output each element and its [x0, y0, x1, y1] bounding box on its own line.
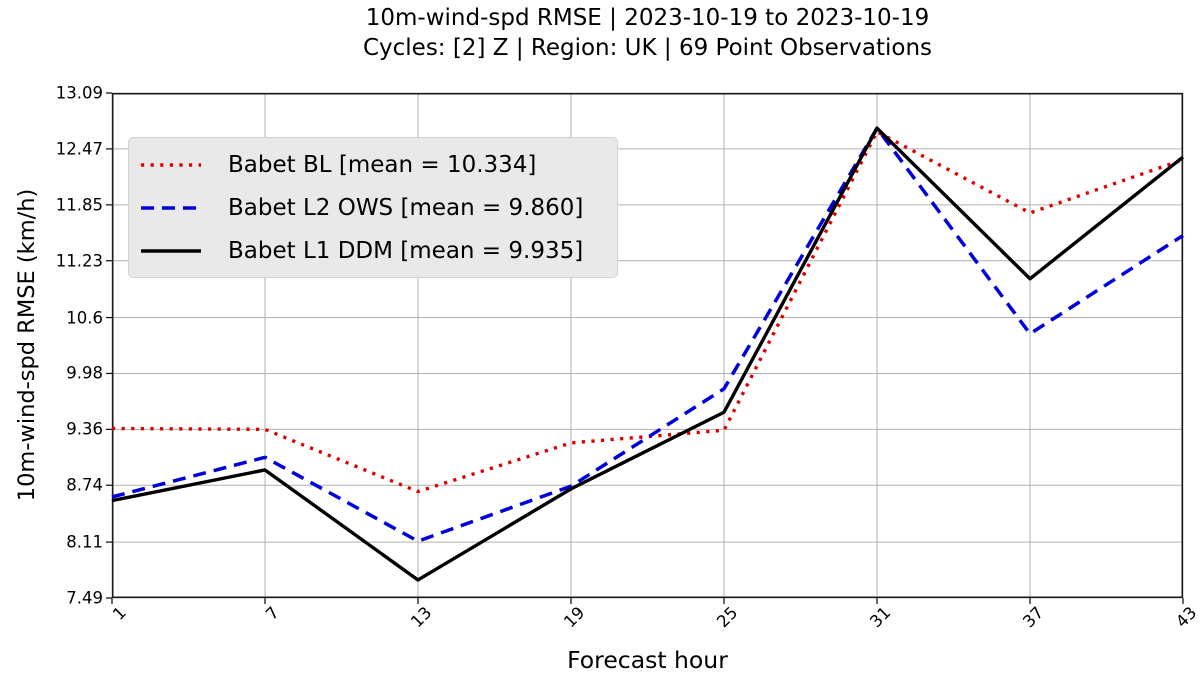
x-tick-label: 1 — [108, 603, 130, 624]
legend-label: Babet L2 OWS [mean = 9.860] — [228, 194, 584, 221]
legend-label: Babet BL [mean = 10.334] — [228, 151, 537, 178]
solid-line-swatch-icon — [141, 248, 201, 253]
chart-canvas — [106, 92, 1185, 604]
y-tick-label: 8.74 — [66, 475, 103, 495]
x-tick-label: 7 — [261, 603, 283, 624]
legend-row: Babet L2 OWS [mean = 9.860] — [139, 186, 609, 229]
series-line-babet-l1-ddm — [111, 126, 1185, 582]
plot-area — [106, 92, 1185, 604]
y-tick-label: 9.98 — [66, 363, 103, 383]
y-tick-label: 13.09 — [55, 83, 103, 103]
y-tick-label: 11.85 — [55, 195, 103, 215]
x-tick-label: 25 — [713, 603, 742, 632]
x-tick-label: 43 — [1172, 603, 1200, 632]
legend-row: Babet BL [mean = 10.334] — [139, 143, 609, 186]
axes-frame — [112, 93, 1183, 598]
legend: Babet BL [mean = 10.334] Babet L2 OWS [m… — [128, 137, 618, 278]
dashed-line-swatch-icon — [141, 205, 201, 210]
y-tick-label: 7.49 — [66, 588, 103, 608]
y-tick-label: 11.23 — [55, 251, 103, 271]
x-axis-label: Forecast hour — [567, 646, 728, 674]
x-tick-label: 37 — [1019, 603, 1048, 632]
y-tick-label: 12.47 — [55, 139, 103, 159]
x-tick-label: 13 — [407, 603, 436, 632]
y-tick-label: 9.36 — [66, 419, 103, 439]
x-tick-label: 19 — [560, 603, 589, 632]
legend-row: Babet L1 DDM [mean = 9.935] — [139, 229, 609, 272]
dotted-line-swatch-icon — [141, 162, 201, 167]
y-tick-label: 8.11 — [66, 532, 103, 552]
y-axis-label: 10m-wind-spd RMSE (km/h) — [14, 188, 40, 502]
chart-subtitle: Cycles: [2] Z | Region: UK | 69 Point Ob… — [362, 35, 933, 61]
legend-label: Babet L1 DDM [mean = 9.935] — [228, 237, 584, 264]
y-tick-label: 10.6 — [66, 308, 103, 328]
page-title: 10m-wind-spd RMSE | 2023-10-19 to 2023-1… — [365, 5, 930, 31]
axis-tick-marks — [106, 92, 1184, 604]
x-tick-label: 31 — [866, 603, 895, 632]
